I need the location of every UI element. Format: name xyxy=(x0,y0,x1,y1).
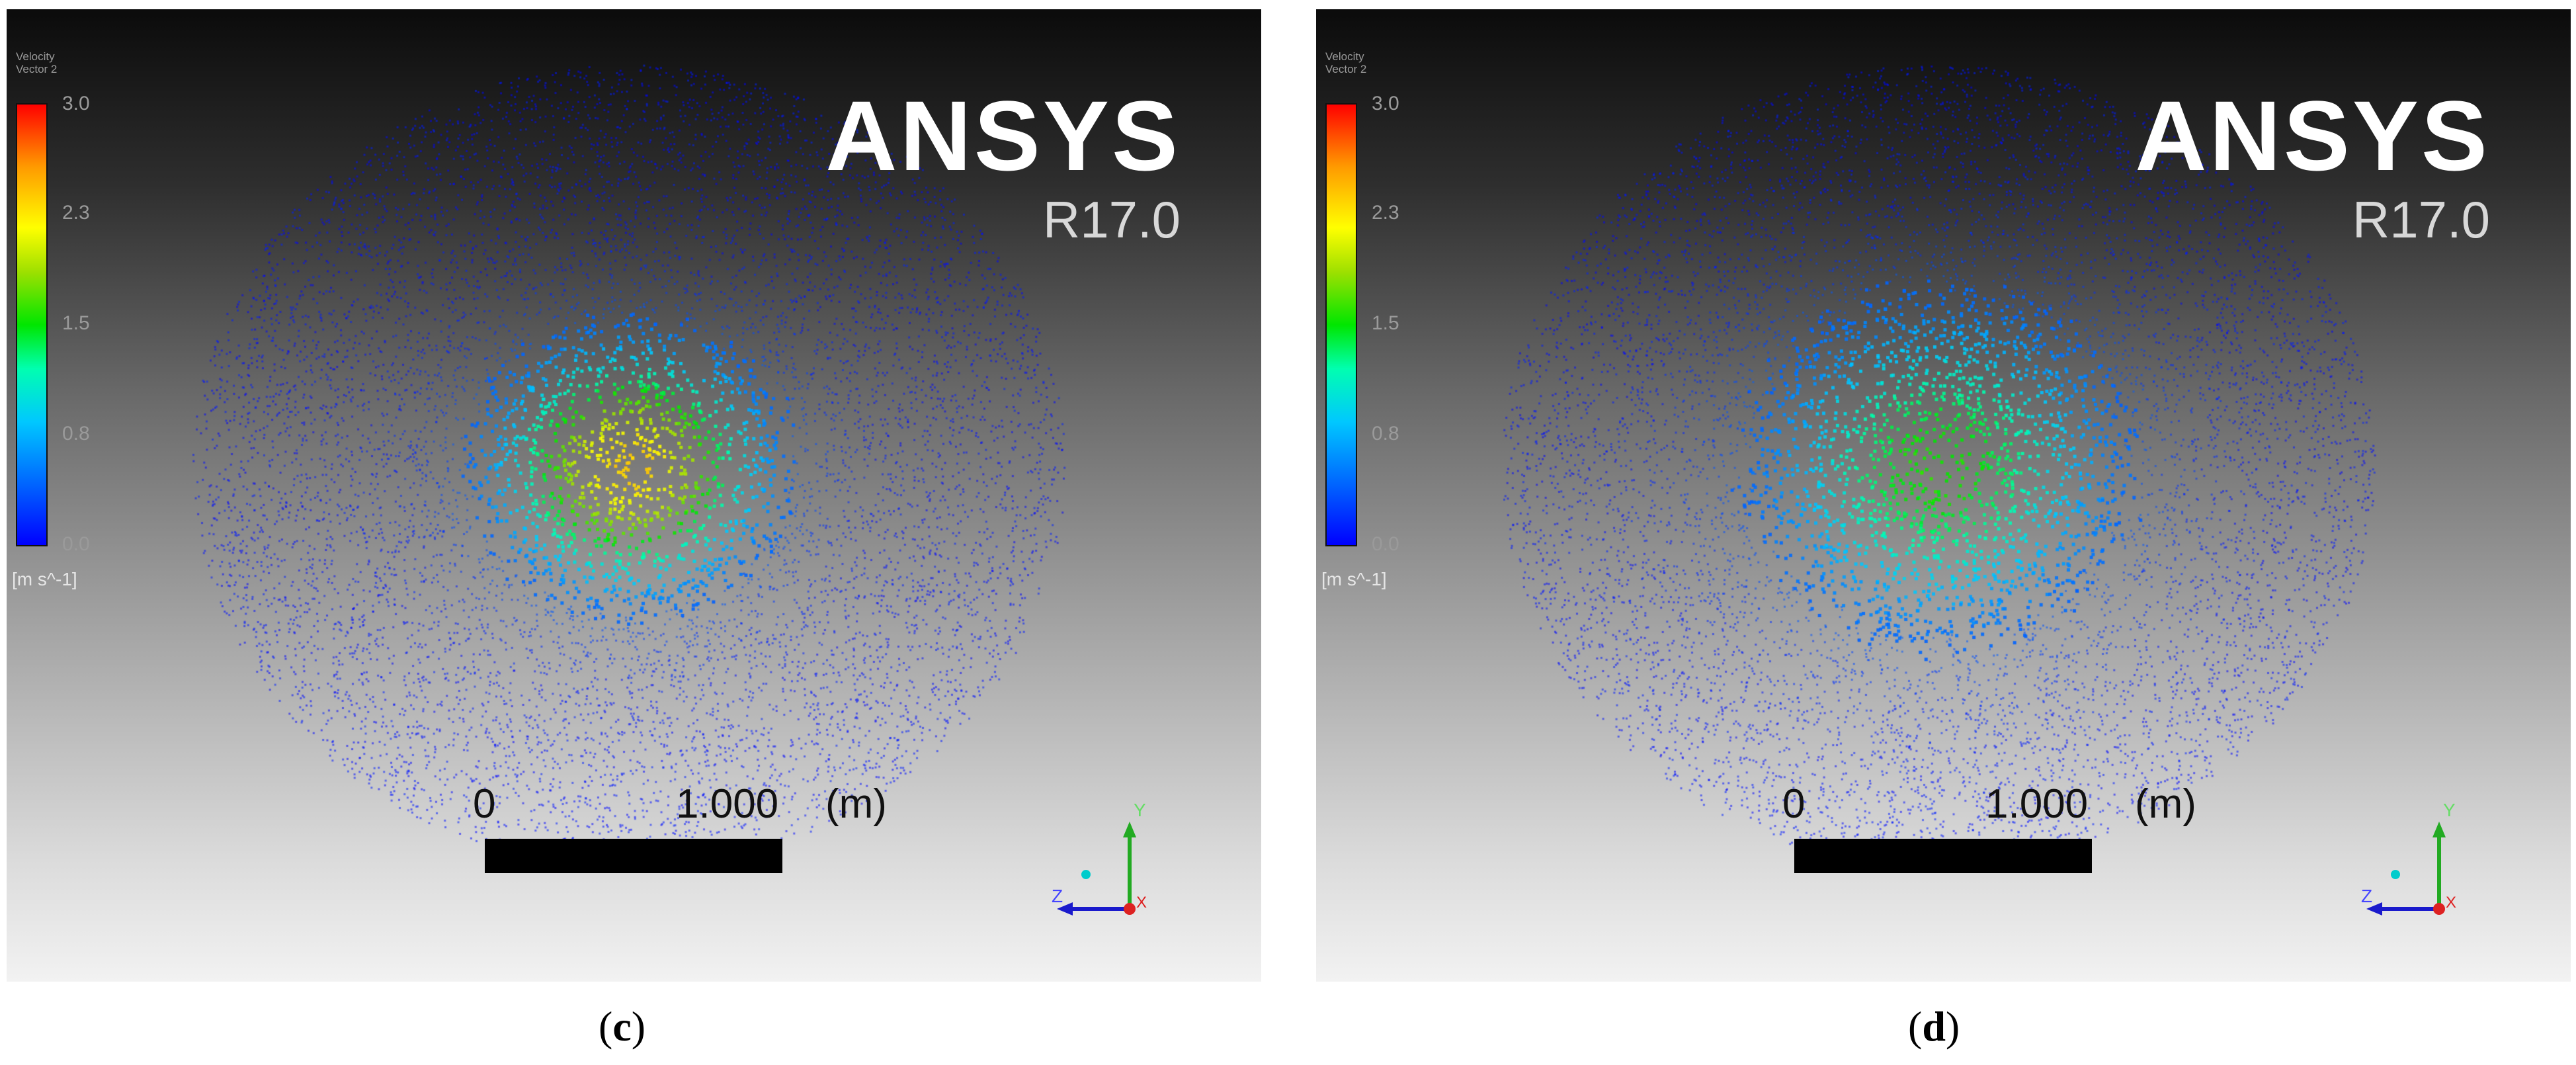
legend-tick: 1.5 xyxy=(62,312,90,334)
scale-bar xyxy=(1794,839,2092,873)
legend-title: Velocity Vector 2 xyxy=(16,50,57,75)
x-axis-marker xyxy=(1124,903,1136,915)
scale-length-label: 1.000 xyxy=(1985,781,2089,827)
vector-point-cloud xyxy=(7,9,1261,982)
legend-tick: 1.5 xyxy=(1372,312,1399,334)
caption-d: (d) xyxy=(1908,1002,1960,1051)
caption-letter: d xyxy=(1922,1003,1946,1050)
legend-unit: [m s^-1] xyxy=(1321,569,1387,589)
legend-tick: 0.8 xyxy=(1372,423,1399,445)
version-label: R17.0 xyxy=(1042,191,1181,249)
y-axis-label: Y xyxy=(1134,800,1146,820)
view-dot xyxy=(1081,870,1091,879)
z-axis-label: Z xyxy=(1052,886,1063,906)
scale-length-label: 1.000 xyxy=(676,781,779,827)
axis-triad: Y Z X xyxy=(2361,800,2456,916)
version-label: R17.0 xyxy=(2352,191,2490,249)
legend-tick: 0.8 xyxy=(62,423,90,445)
scale-bar xyxy=(485,839,782,873)
color-legend-bar xyxy=(1325,103,1357,546)
legend-unit: [m s^-1] xyxy=(12,569,77,589)
scale-unit-label: (m) xyxy=(825,781,887,827)
scale-start-label: 0 xyxy=(1782,781,1806,827)
legend-title: Velocity Vector 2 xyxy=(1325,50,1366,75)
y-axis-label: Y xyxy=(2443,800,2456,820)
legend-title-line: Velocity xyxy=(1325,50,1364,63)
ansys-logo: ANSYS xyxy=(825,80,1181,191)
legend-tick: 3.0 xyxy=(62,93,90,114)
caption-paren: ) xyxy=(1945,1003,1960,1050)
caption-paren: ) xyxy=(631,1003,646,1050)
axis-triad: Y Z X xyxy=(1052,800,1147,916)
ansys-logo: ANSYS xyxy=(2135,80,2490,191)
scale-start-label: 0 xyxy=(473,781,496,827)
scale-unit-label: (m) xyxy=(2135,781,2196,827)
legend-title-line: Vector 2 xyxy=(16,63,58,75)
legend-title-line: Vector 2 xyxy=(1325,63,1367,75)
z-axis-label: Z xyxy=(2361,886,2372,906)
caption-paren: ( xyxy=(599,1003,613,1050)
legend-tick: 2.3 xyxy=(1372,202,1399,224)
color-legend-bar xyxy=(16,103,48,546)
viewport-panel-c: Velocity Vector 2 3.0 2.3 1.5 0.8 0.0 [m… xyxy=(7,9,1261,982)
caption-c: (c) xyxy=(599,1002,645,1051)
legend-tick: 0.0 xyxy=(62,533,90,555)
y-axis-arrowhead xyxy=(2432,822,2446,837)
viewport-panel-d: Velocity Vector 2 3.0 2.3 1.5 0.8 0.0 [m… xyxy=(1316,9,2571,982)
legend-tick: 0.0 xyxy=(1372,533,1399,555)
legend-tick: 3.0 xyxy=(1372,93,1399,114)
y-axis-arrowhead xyxy=(1123,822,1136,837)
vector-point-cloud xyxy=(1316,9,2571,982)
view-dot xyxy=(2391,870,2400,879)
x-axis-marker xyxy=(2433,903,2445,915)
caption-letter: c xyxy=(612,1003,632,1050)
legend-tick: 2.3 xyxy=(62,202,90,224)
legend-title-line: Velocity xyxy=(16,50,55,63)
z-axis-arrowhead xyxy=(2366,902,2382,916)
z-axis-arrowhead xyxy=(1057,902,1073,916)
x-axis-label: X xyxy=(2446,894,2456,912)
x-axis-label: X xyxy=(1136,894,1147,912)
caption-paren: ( xyxy=(1908,1003,1923,1050)
